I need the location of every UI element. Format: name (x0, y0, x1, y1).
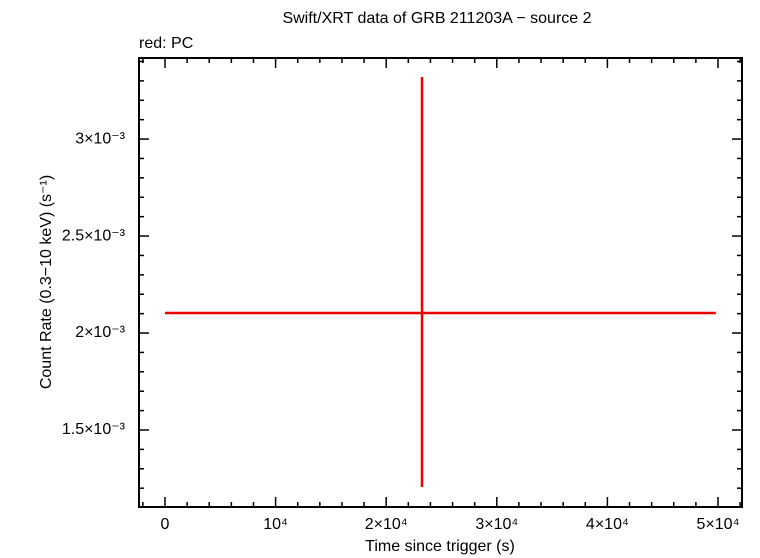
x-tick-label: 5×10⁴ (697, 516, 740, 533)
x-tick-label: 2×10⁴ (365, 516, 408, 533)
x-tick-label: 3×10⁴ (475, 516, 518, 533)
y-axis-label: Count Rate (0.3−10 keV) (s⁻¹) (38, 175, 55, 389)
x-tick-label: 4×10⁴ (586, 516, 629, 533)
x-tick-label: 10⁴ (263, 516, 288, 533)
plot-frame (138, 57, 743, 508)
y-tick-label: 1.5×10⁻³ (62, 421, 126, 438)
y-tick-label: 3×10⁻³ (75, 130, 125, 147)
chart-subtitle: red: PC (139, 35, 193, 52)
y-tick-label: 2×10⁻³ (75, 324, 125, 341)
y-tick-label: 2.5×10⁻³ (62, 227, 126, 244)
x-axis-label: Time since trigger (s) (365, 538, 515, 555)
x-tick-label: 0 (161, 516, 170, 533)
chart-title: Swift/XRT data of GRB 211203A − source 2 (282, 10, 591, 27)
